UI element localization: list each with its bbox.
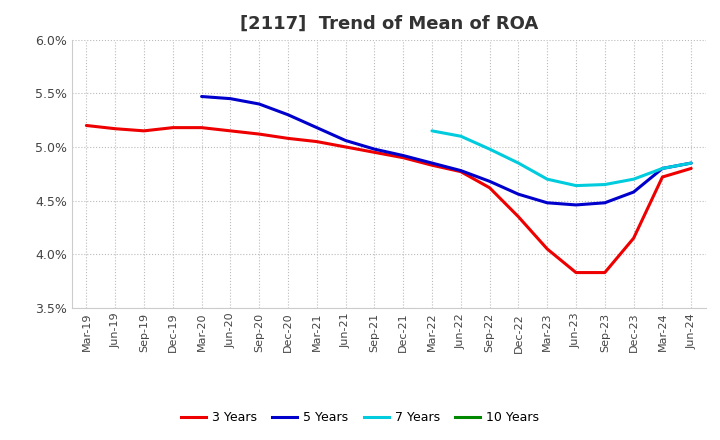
Title: [2117]  Trend of Mean of ROA: [2117] Trend of Mean of ROA [240, 15, 538, 33]
Legend: 3 Years, 5 Years, 7 Years, 10 Years: 3 Years, 5 Years, 7 Years, 10 Years [176, 407, 544, 429]
